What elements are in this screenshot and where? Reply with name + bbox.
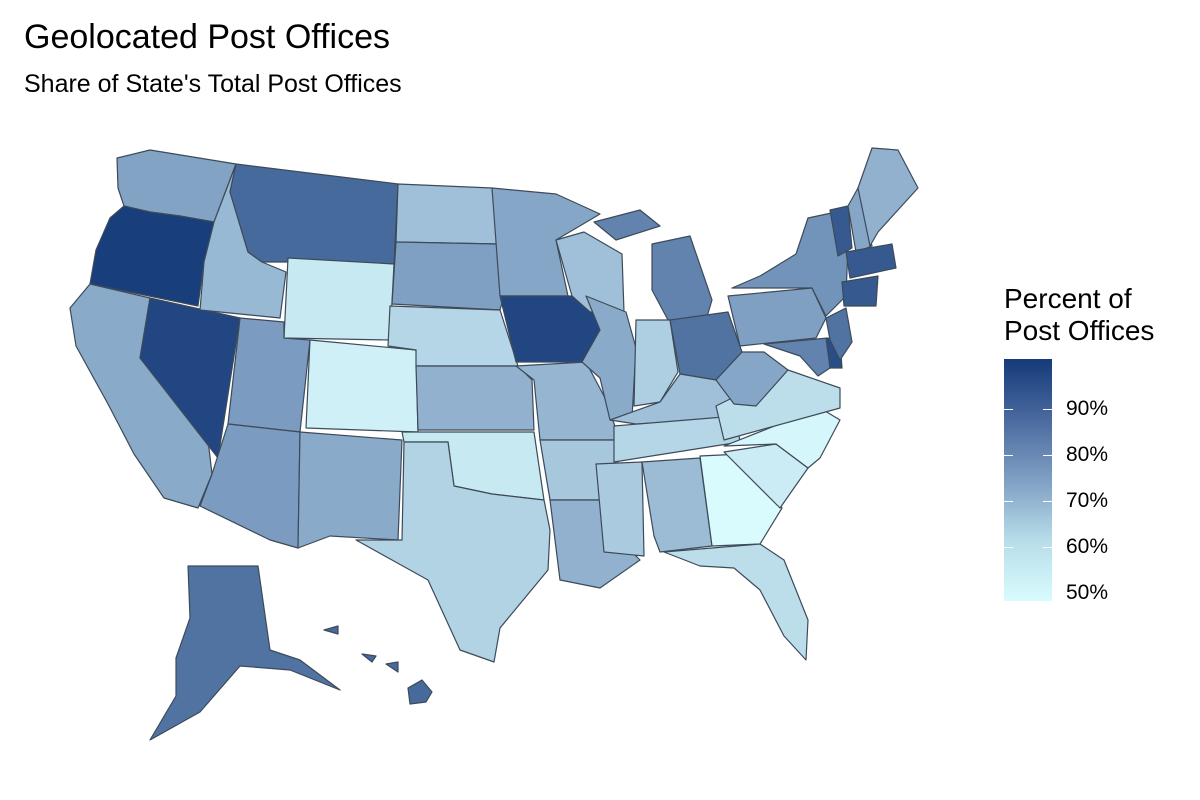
state-oregon <box>89 205 215 307</box>
map-subtitle: Share of State's Total Post Offices <box>24 70 402 98</box>
legend-title-line-2: Post Offices <box>1004 315 1155 346</box>
legend-color-bar <box>1004 359 1052 601</box>
state-hawaii <box>323 625 433 705</box>
legend-title: Percent of Post Offices <box>1004 283 1194 347</box>
state-mississippi <box>595 461 645 557</box>
legend-label-60: 60% <box>1066 535 1109 558</box>
legend: Percent of Post Offices 90% 80% 70% 60% … <box>1004 283 1194 604</box>
state-alaska <box>149 565 341 741</box>
state-montana <box>229 163 399 265</box>
state-maryland <box>763 337 831 377</box>
legend-label-80: 80% <box>1066 443 1109 466</box>
state-kansas <box>415 365 535 431</box>
state-new-hampshire <box>847 187 873 253</box>
state-new-mexico <box>297 431 403 549</box>
legend-label-50: 50% <box>1066 581 1109 604</box>
state-alabama <box>641 457 713 553</box>
legend-label-70: 70% <box>1066 489 1109 512</box>
state-colorado <box>305 339 419 433</box>
state-north-dakota <box>395 183 499 245</box>
legend-label-90: 90% <box>1066 397 1109 420</box>
state-maine <box>857 147 919 247</box>
state-wyoming <box>283 257 395 341</box>
legend-title-line-1: Percent of <box>1004 283 1132 314</box>
state-massachusetts <box>841 243 897 307</box>
state-pennsylvania <box>727 287 827 347</box>
state-south-dakota <box>391 241 505 311</box>
state-texas <box>355 441 551 663</box>
state-west-virginia <box>715 351 789 407</box>
state-new-jersey <box>825 307 853 361</box>
state-florida <box>663 543 809 661</box>
state-indiana <box>633 319 679 407</box>
map-title: Geolocated Post Offices <box>24 18 391 56</box>
state-vermont <box>829 205 853 257</box>
